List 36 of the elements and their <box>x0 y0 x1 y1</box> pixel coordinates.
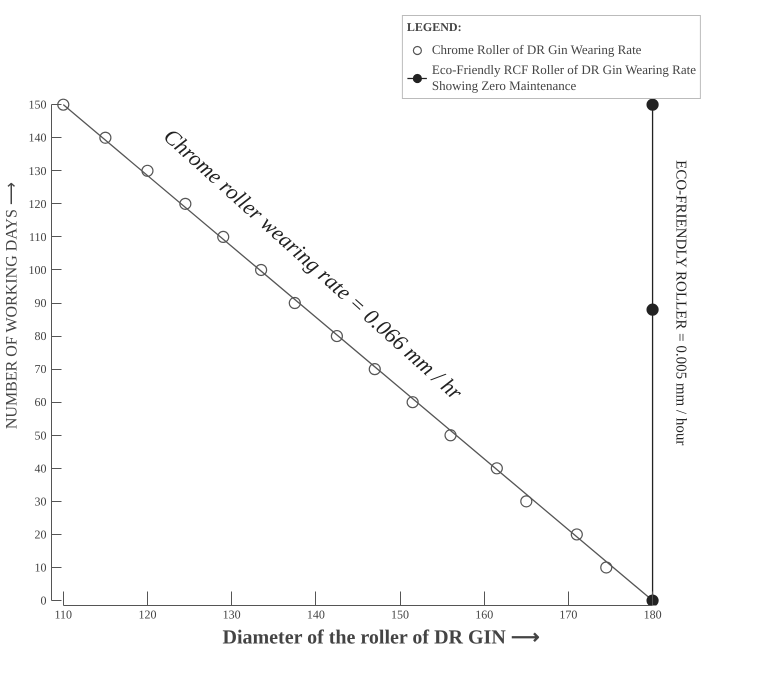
y-tick-label: 110 <box>28 230 47 244</box>
x-tick-label: 160 <box>475 608 494 622</box>
x-tick-label: 110 <box>54 608 72 622</box>
x-tick-label: 130 <box>222 608 241 622</box>
point <box>646 304 659 316</box>
y-tick-label: 40 <box>34 461 46 476</box>
x-axis-title: Diameter of the roller of DR GIN ⟶ <box>222 626 540 648</box>
y-tick-label: 10 <box>34 560 46 574</box>
y-tick-label: 80 <box>34 329 46 344</box>
x-tick-label: 180 <box>644 608 662 622</box>
y-tick-label: 90 <box>34 296 46 310</box>
y-tick-label: 0 <box>40 594 46 608</box>
y-tick-label: 50 <box>34 428 46 442</box>
y-tick-label: 120 <box>28 196 46 211</box>
y-tick-label: 60 <box>34 395 46 410</box>
y-tick-label: 30 <box>34 494 46 508</box>
x-tick-label: 120 <box>138 608 156 622</box>
point <box>600 561 612 574</box>
x-tick-label: 150 <box>391 608 410 622</box>
point <box>646 594 659 606</box>
y-tick-label: 100 <box>28 262 46 277</box>
point <box>57 98 70 111</box>
point <box>520 495 532 508</box>
x-tick-label: 170 <box>559 608 578 622</box>
y-tick-label: 70 <box>34 362 46 376</box>
y-tick-label: 130 <box>28 164 46 178</box>
legend-title: LEGEND: <box>406 20 463 35</box>
y-axis-title: NUMBER OF WORKING DAYS ⟶ <box>4 182 20 430</box>
y-tick-label: 150 <box>28 98 46 112</box>
x-tick-label: 140 <box>306 608 325 622</box>
legend-label: Eco-Friendly RCF Roller of DR Gin Wearing Rate Showing Zero Maintenance <box>432 62 696 94</box>
legend-label: Chrome Roller of DR Gin Wearing Rate <box>432 42 642 58</box>
y-tick-label: 140 <box>28 130 46 145</box>
y-tick-label: 20 <box>34 527 46 542</box>
point <box>646 98 659 111</box>
text: ECO-FRIENDLY ROLLER = 0.005 mm / hour <box>672 160 689 446</box>
